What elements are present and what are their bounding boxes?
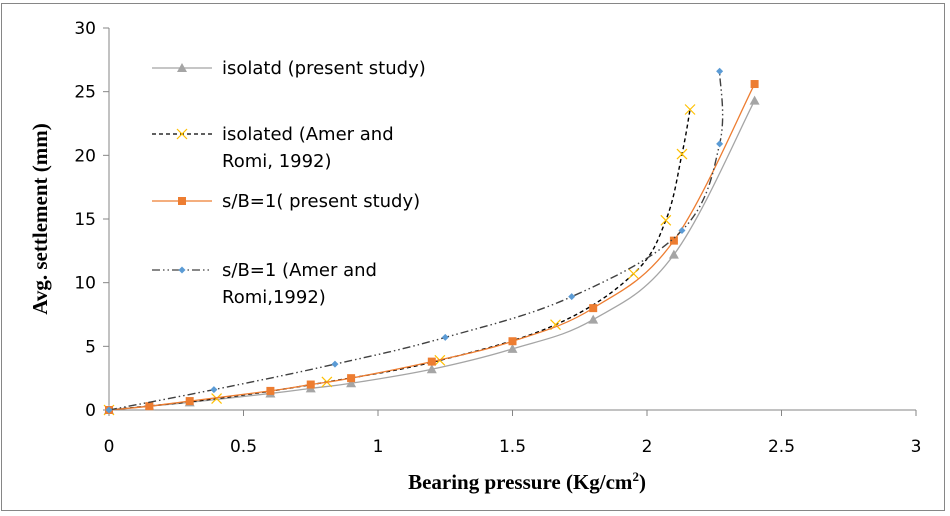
legend-item-2: isolated (Amer and Romi, 1992) [152,124,394,172]
data-point [668,249,679,259]
data-point [589,304,598,313]
data-point [628,268,639,280]
x-tick-label: 0 [104,437,115,457]
x-marker-stroke [211,393,223,404]
series-4 [105,67,724,414]
data-point [750,80,759,89]
data-point [716,67,724,75]
legend-marker [177,63,187,72]
data-point [678,226,686,234]
legend-label: Romi, 1992) [222,151,332,172]
legend-label: Romi,1992) [222,287,326,308]
legend-marker [176,128,188,140]
data-point [211,393,223,404]
data-point [507,343,518,353]
legend-marker [178,266,186,274]
x-axis-title: Bearing pressure (Kg/cm2) [408,469,646,494]
y-tick-label: 10 [74,274,96,294]
data-point [669,236,678,245]
x-tick-label: 3 [911,437,922,457]
legend-item-3: s/B=1( present study) [152,191,420,212]
x-tick-label: 2.5 [768,437,795,457]
legend-label: s/B=1 (Amer and [222,260,377,281]
data-point [660,214,672,226]
legend-item-4: s/B=1 (Amer and Romi,1992) [152,260,377,308]
series-layer [103,67,760,416]
data-point [426,364,437,374]
data-point [684,104,696,115]
x-marker-stroke [628,268,639,280]
x-marker-stroke [684,104,696,115]
legend-marker [178,197,186,205]
axes: 0 5 10 15 20 25 30 0 0.5 1 1.5 2 2.5 3 [74,19,921,457]
series-line [108,109,691,411]
y-axis-title: Avg. settlement (mm) [28,123,52,314]
data-point [749,95,760,105]
x-marker-stroke [176,128,188,140]
series-line [108,71,724,411]
data-point [185,397,194,406]
legend: isolatd (present study) isolated (Amer an… [152,58,426,308]
y-tick-label: 30 [74,19,96,39]
data-point [508,337,517,346]
data-point [588,314,599,324]
x-tick-label: 1 [373,437,384,457]
data-point [716,140,724,148]
x-marker-stroke [676,148,688,160]
data-point [346,378,357,388]
legend-label: s/B=1( present study) [222,191,420,212]
y-tick-label: 20 [74,146,96,166]
series-3 [105,80,759,414]
data-point [568,293,576,301]
legend-item-1: isolatd (present study) [152,58,426,79]
x-marker-stroke [660,214,672,226]
series-1 [104,95,760,414]
x-tick-label: 0.5 [230,437,257,457]
data-point [347,374,356,383]
data-point [210,386,218,394]
data-point [105,406,113,414]
data-point [331,360,339,368]
data-point [427,357,436,366]
legend-label: isolatd (present study) [222,58,426,79]
y-tick-label: 0 [85,401,96,421]
x-tick-label: 2 [642,437,653,457]
y-tick-label: 5 [85,337,96,357]
y-tick-label: 25 [74,83,96,103]
data-point [145,402,154,411]
y-tick-label: 15 [74,210,96,230]
data-point [676,148,688,160]
data-point [266,386,275,395]
legend-label: isolated (Amer and [222,124,394,145]
chart-frame [1,3,945,511]
x-tick-label: 1.5 [499,437,526,457]
data-point [441,333,449,341]
data-point [306,380,315,389]
